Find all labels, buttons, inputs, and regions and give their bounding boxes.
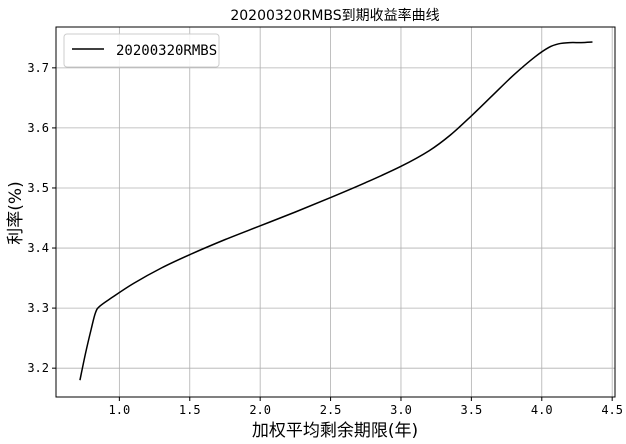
x-tick-label: 1.5 (179, 403, 201, 417)
plot-frame (55, 26, 616, 398)
grid (56, 27, 615, 397)
x-tick-label: 4.0 (531, 403, 553, 417)
chart-title: 20200320RMBS到期收益率曲线 (230, 7, 439, 24)
x-axis-label: 加权平均剩余期限(年) (252, 421, 418, 441)
series-layer (79, 41, 593, 381)
y-tick-label: 3.4 (27, 241, 49, 255)
x-tick-label: 2.5 (320, 403, 342, 417)
x-tick-label: 3.0 (390, 403, 412, 417)
x-tick-label: 3.5 (461, 403, 483, 417)
legend: 20200320RMBS (63, 33, 220, 68)
y-tick-label: 3.2 (27, 361, 49, 375)
x-tick-label: 2.0 (249, 403, 271, 417)
x-tick-label: 4.5 (601, 403, 623, 417)
y-axis-label: 利率(%) (6, 181, 26, 244)
y-tick-label: 3.3 (27, 301, 49, 315)
legend-entry-label: 20200320RMBS (116, 43, 217, 59)
y-tick-label: 3.6 (27, 121, 49, 135)
y-tick-label: 3.7 (27, 61, 49, 75)
y-tick-label: 3.5 (27, 181, 49, 195)
x-axis-ticks: 1.0 1.5 2.0 2.5 3.0 3.5 4.0 4.5 (109, 397, 623, 417)
y-axis-ticks: 3.2 3.3 3.4 3.5 3.6 3.7 (27, 61, 56, 375)
series-line-0 (79, 41, 593, 381)
legend-box (63, 33, 220, 68)
x-tick-label: 1.0 (109, 403, 131, 417)
